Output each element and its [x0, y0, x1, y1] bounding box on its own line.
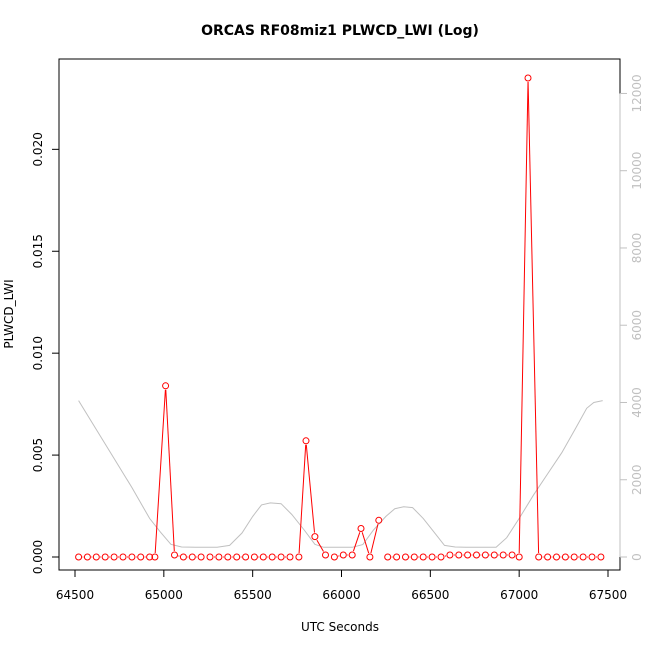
chart-title: ORCAS RF08miz1 PLWCD_LWI (Log)	[201, 23, 479, 39]
lwc-series-segment	[316, 539, 324, 552]
y-axis: 0.000 0.005 0.010 0.015 0.020	[31, 132, 60, 574]
lwc-data-point	[188, 553, 196, 561]
lwc-data-point	[259, 553, 267, 561]
lwc-data-point	[481, 551, 489, 559]
lwc-data-point	[110, 553, 118, 561]
y2-tick-label: 6000	[630, 310, 644, 341]
y-tick-label: 0.010	[31, 336, 45, 370]
lwc-data-point	[384, 553, 392, 561]
lwc-data-point	[330, 553, 338, 561]
lwc-data-point	[393, 553, 401, 561]
lwc-data-point	[83, 553, 91, 561]
lwc-data-point	[437, 553, 445, 561]
lwc-data-point	[339, 551, 347, 559]
lwc-data-point	[348, 551, 356, 559]
lwc-series-segment	[370, 524, 379, 554]
y-axis-label: PLWCD_LWI	[2, 279, 16, 348]
x-tick-label: 65500	[234, 588, 272, 602]
lwc-data-point	[137, 553, 145, 561]
lwc-data-point	[419, 553, 427, 561]
y2-tick-label: 0	[630, 553, 644, 561]
lwc-data-point	[402, 553, 409, 561]
y-tick-label: 0.020	[31, 132, 45, 166]
y2-tick-label: 12000	[630, 74, 644, 112]
lwc-data-point	[128, 553, 136, 561]
x-tick-label: 64500	[56, 588, 94, 602]
lwc-data-point	[322, 551, 329, 559]
lwc-data-point	[446, 551, 454, 559]
x-tick-label: 65000	[145, 588, 183, 602]
lwc-data-point	[162, 382, 170, 390]
y2-tick-label: 8000	[630, 233, 644, 264]
altitude-series-line	[78, 400, 603, 548]
lwc-data-point	[544, 553, 552, 561]
lwc-data-point	[311, 533, 319, 541]
lwc-data-point	[535, 553, 543, 561]
lwc-data-point	[515, 553, 523, 561]
lwc-data-point	[101, 553, 109, 561]
lwc-series-segment	[305, 444, 315, 533]
lwc-data-point	[375, 516, 383, 524]
lwc-data-point	[75, 553, 83, 561]
y-tick-label: 0.005	[31, 438, 45, 472]
secondary-y-axis: 0 2000 4000 6000 8000 10000 12000	[619, 74, 644, 561]
lwc-data-point	[473, 551, 480, 559]
x-tick-label: 66000	[322, 588, 360, 602]
lwc-data-point	[553, 553, 560, 561]
lwc-data-point	[464, 551, 472, 559]
y2-tick-label: 10000	[630, 152, 644, 190]
lwc-data-point	[597, 553, 605, 561]
lwc-data-point	[410, 553, 418, 561]
lwc-data-point	[206, 553, 214, 561]
lwc-series-segment	[154, 389, 166, 554]
lwc-data-point	[224, 553, 232, 561]
lwc-data-point	[233, 553, 241, 561]
lwc-data-point	[92, 553, 100, 561]
lwc-series-segment	[527, 81, 540, 554]
lwc-series-segment	[298, 444, 307, 554]
y-tick-label: 0.015	[31, 234, 45, 268]
lwc-data-point	[171, 551, 178, 559]
lwc-data-point	[197, 553, 205, 561]
lwc-series-segment	[361, 532, 370, 554]
y2-tick-label: 4000	[630, 387, 644, 418]
lwc-data-point	[268, 553, 276, 561]
lwc-series-segment	[165, 389, 175, 552]
lwc-data-point	[428, 553, 436, 561]
lwc-data-point	[119, 553, 127, 561]
plot-area	[58, 58, 621, 571]
lwc-data-point	[524, 74, 532, 82]
lwc-data-point	[490, 551, 498, 559]
lwc-data-point	[588, 553, 596, 561]
lwc-data-point	[242, 553, 250, 561]
lwc-data-point	[179, 553, 187, 561]
lwc-series-segment	[352, 532, 361, 552]
lwc-data-point	[151, 553, 159, 561]
lwc-data-point	[455, 551, 463, 559]
lwc-series-segment	[518, 81, 529, 554]
lwc-data-point	[146, 553, 154, 561]
lwc-data-point	[499, 551, 507, 559]
x-tick-label: 67000	[500, 588, 538, 602]
x-tick-label: 66500	[411, 588, 449, 602]
x-axis-label: UTC Seconds	[301, 620, 379, 634]
lwc-data-point	[357, 525, 365, 532]
y2-tick-label: 2000	[630, 464, 644, 495]
lwc-data-point	[215, 553, 223, 561]
lwc-data-point	[302, 437, 310, 445]
lwc-data-point	[366, 553, 374, 561]
lwc-data-point	[561, 553, 569, 561]
lwc-data-point	[570, 553, 578, 561]
lwc-data-point	[579, 553, 587, 561]
y-tick-label: 0.000	[31, 540, 45, 574]
lwc-data-point	[508, 551, 516, 559]
lwc-data-point	[295, 553, 303, 561]
lwc-data-point	[250, 553, 258, 561]
series-layer	[75, 74, 605, 561]
x-tick-label: 67500	[589, 588, 627, 602]
lwc-data-point	[286, 553, 294, 561]
lwc-data-point	[277, 553, 285, 561]
x-axis: 64500 65000 65500 66000 66500 67000 67500	[56, 569, 627, 602]
